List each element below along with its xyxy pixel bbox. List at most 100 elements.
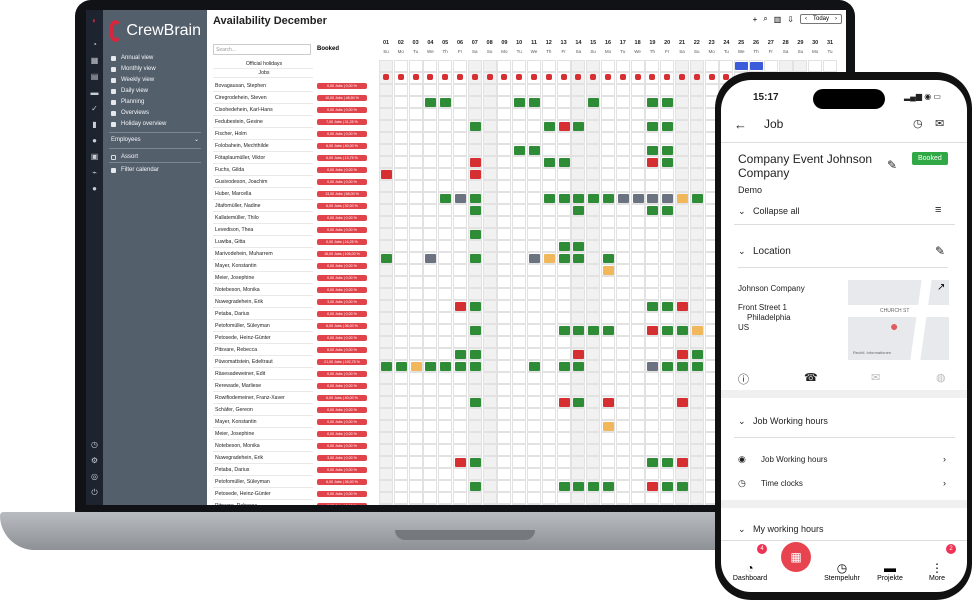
calendar-cell[interactable] <box>512 372 527 384</box>
job-block[interactable] <box>662 122 674 131</box>
calendar-cell[interactable] <box>482 252 497 264</box>
employee-name[interactable]: Luwiba, Gitta <box>213 236 313 248</box>
calendar-cell[interactable] <box>601 504 615 505</box>
calendar-cell[interactable] <box>689 444 704 456</box>
calendar-cell[interactable] <box>660 144 675 156</box>
calendar-cell[interactable] <box>645 264 660 276</box>
calendar-cell[interactable] <box>556 204 571 216</box>
time-clocks-item[interactable]: Time clocks <box>761 479 803 488</box>
calendar-cell[interactable] <box>689 288 704 300</box>
calendar-cell[interactable] <box>675 168 689 180</box>
calendar-cell[interactable] <box>660 120 675 132</box>
calendar-cell[interactable] <box>556 192 571 204</box>
calendar-cell[interactable] <box>408 492 423 504</box>
calendar-cell[interactable] <box>541 60 556 72</box>
calendar-cell[interactable] <box>512 492 527 504</box>
calendar-cell[interactable] <box>689 84 704 96</box>
calendar-cell[interactable] <box>393 300 408 312</box>
chevron-down-icon[interactable]: ⌄ <box>738 524 746 534</box>
job-block[interactable] <box>469 170 481 179</box>
calendar-cell[interactable] <box>512 60 527 72</box>
calendar-cell[interactable] <box>453 360 467 372</box>
calendar-cell[interactable] <box>423 192 438 204</box>
calendar-cell[interactable] <box>408 192 423 204</box>
calendar-cell[interactable] <box>512 324 527 336</box>
calendar-cell[interactable] <box>645 192 660 204</box>
calendar-cell[interactable] <box>571 108 586 120</box>
calendar-cell[interactable] <box>423 120 438 132</box>
job-block[interactable] <box>425 254 437 263</box>
tab-stempeluhr[interactable]: ◷ Stempeluhr <box>817 561 867 582</box>
calendar-cell[interactable] <box>541 276 556 288</box>
job-block[interactable] <box>573 242 585 251</box>
calendar-cell[interactable] <box>527 444 541 456</box>
job-block[interactable] <box>469 398 481 407</box>
employee-name[interactable]: Cisohedehein, Karl-Hans <box>213 104 313 116</box>
calendar-cell[interactable] <box>601 72 615 84</box>
job-block[interactable] <box>677 326 688 335</box>
calendar-cell[interactable] <box>630 408 645 420</box>
calendar-cell[interactable] <box>512 360 527 372</box>
calendar-cell[interactable] <box>615 456 630 468</box>
phone-icon[interactable]: ☎ <box>804 372 818 384</box>
calendar-cell[interactable] <box>586 120 601 132</box>
calendar-cell[interactable] <box>689 60 704 72</box>
calendar-cell[interactable] <box>541 396 556 408</box>
job-block[interactable] <box>455 194 466 203</box>
calendar-cell[interactable] <box>689 468 704 480</box>
employee-name[interactable]: Nuwegradehein, Erik <box>213 452 313 464</box>
calendar-cell[interactable] <box>497 240 512 252</box>
calendar-cell[interactable] <box>689 156 704 168</box>
calendar-cell[interactable] <box>408 444 423 456</box>
calendar-cell[interactable] <box>675 264 689 276</box>
calendar-cell[interactable] <box>379 96 393 108</box>
calendar-cell[interactable] <box>453 276 467 288</box>
calendar-cell[interactable] <box>660 384 675 396</box>
calendar-cell[interactable] <box>527 192 541 204</box>
calendar-cell[interactable] <box>556 492 571 504</box>
calendar-cell[interactable] <box>453 204 467 216</box>
job-block[interactable] <box>558 482 570 491</box>
calendar-cell[interactable] <box>571 168 586 180</box>
calendar-cell[interactable] <box>586 432 601 444</box>
calendar-cell[interactable] <box>689 240 704 252</box>
calendar-cell[interactable] <box>527 96 541 108</box>
calendar-cell[interactable] <box>497 120 512 132</box>
calendar-cell[interactable] <box>393 144 408 156</box>
search-icon[interactable]: ⌕ <box>763 14 768 23</box>
nav-daily-view[interactable]: Daily view <box>111 87 148 95</box>
timer-icon[interactable]: ◷ <box>91 440 98 449</box>
job-block[interactable] <box>469 350 481 359</box>
calendar-cell[interactable] <box>601 132 615 144</box>
calendar-cell[interactable] <box>601 228 615 240</box>
calendar-cell[interactable] <box>675 312 689 324</box>
calendar-cell[interactable] <box>615 408 630 420</box>
calendar-cell[interactable] <box>438 504 453 505</box>
calendar-cell[interactable] <box>645 204 660 216</box>
calendar-cell[interactable] <box>512 336 527 348</box>
calendar-cell[interactable] <box>615 156 630 168</box>
job-block[interactable] <box>662 326 674 335</box>
calendar-cell[interactable] <box>630 144 645 156</box>
calendar-cell[interactable] <box>408 240 423 252</box>
calendar-cell[interactable] <box>423 180 438 192</box>
calendar-cell[interactable] <box>438 456 453 468</box>
calendar-cell[interactable] <box>527 84 541 96</box>
calendar-cell[interactable] <box>571 276 586 288</box>
employee-name[interactable]: Fuchs, Gilda <box>213 164 313 176</box>
calendar-cell[interactable] <box>393 156 408 168</box>
calendar-cell[interactable] <box>512 312 527 324</box>
calendar-cell[interactable] <box>660 444 675 456</box>
calendar-cell[interactable] <box>453 336 467 348</box>
job-block[interactable] <box>469 158 481 167</box>
calendar-cell[interactable] <box>393 72 408 84</box>
calendar-cell[interactable] <box>408 204 423 216</box>
employee-name[interactable]: Nuwegradehein, Erik <box>213 296 313 308</box>
calendar-cell[interactable] <box>512 252 527 264</box>
job-block[interactable] <box>662 158 674 167</box>
calendar-cell[interactable] <box>571 96 586 108</box>
calendar-cell[interactable] <box>689 504 704 505</box>
job-block[interactable] <box>469 254 481 263</box>
calendar-cell[interactable] <box>675 60 689 72</box>
calendar-cell[interactable] <box>660 456 675 468</box>
